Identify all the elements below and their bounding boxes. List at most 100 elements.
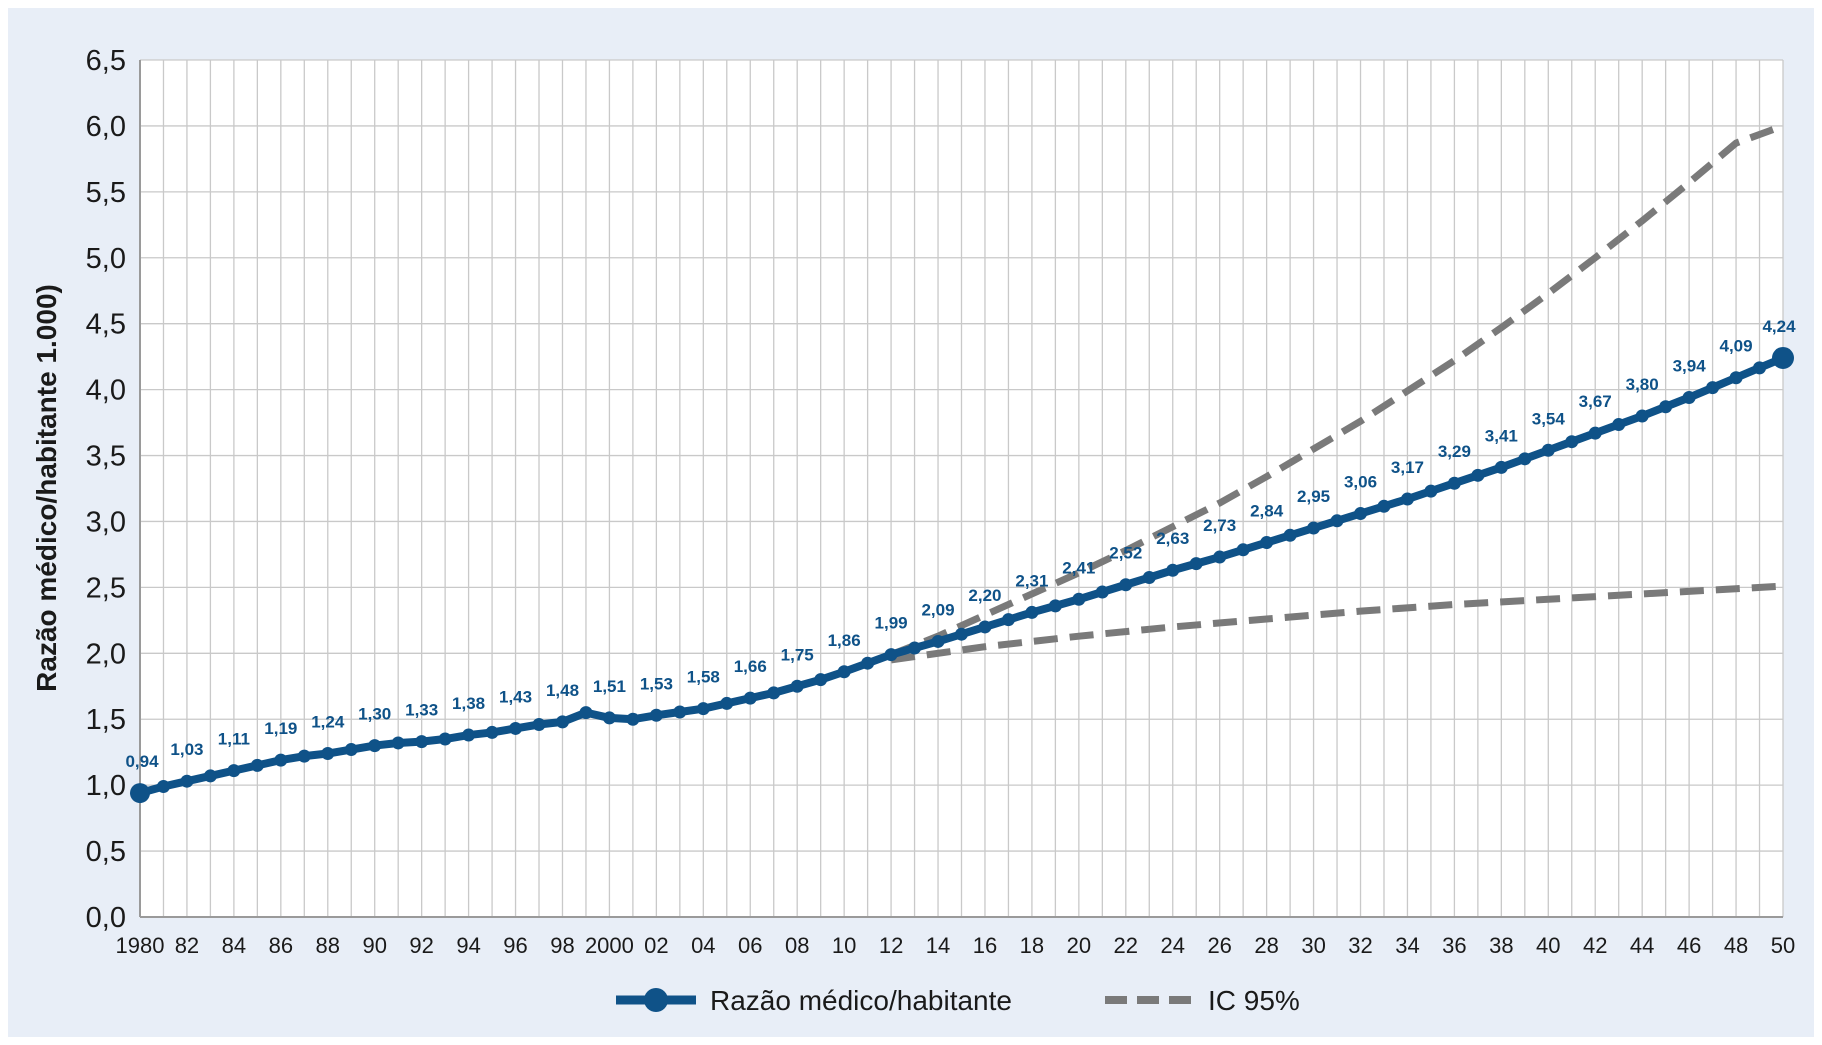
data-label: 2,52: [1109, 544, 1142, 563]
series-point: [1682, 391, 1696, 405]
x-tick-label: 26: [1207, 933, 1231, 958]
data-label: 1,11: [218, 730, 250, 749]
series-point: [180, 774, 194, 788]
series-point: [391, 736, 405, 750]
x-tick-label: 98: [550, 933, 574, 958]
series-point: [1072, 592, 1086, 606]
data-label: 2,09: [921, 600, 954, 619]
ci-lower-line: [890, 582, 1784, 664]
series-point: [1518, 452, 1532, 466]
series-point: [1471, 468, 1485, 482]
legend-series-label: Razão médico/habitante: [710, 985, 1012, 1016]
x-tick-label: 50: [1771, 933, 1795, 958]
legend-series-marker-swatch: [644, 988, 668, 1012]
series-point: [1612, 418, 1626, 432]
series-point: [649, 708, 663, 722]
series-point: [297, 749, 311, 763]
series-point: [955, 627, 968, 641]
series-point: [1189, 557, 1203, 571]
series-point: [696, 702, 710, 716]
series-point: [509, 721, 523, 735]
x-tick-label: 14: [926, 933, 950, 958]
data-labels: 0,94 1,03 1,11 1,19 1,24 1,30 1,33 1,38 1,43 1,48…: [125, 317, 1796, 771]
series-start-marker: [130, 783, 150, 804]
data-label: 3,17: [1391, 458, 1424, 477]
series-point: [1706, 381, 1720, 395]
series-point: [156, 779, 170, 793]
series-point: [555, 715, 569, 729]
data-label: 2,20: [968, 586, 1001, 605]
series-point: [908, 641, 922, 655]
main-series: [130, 346, 1794, 804]
series-point: [767, 686, 781, 700]
data-label: 1,66: [734, 657, 767, 676]
data-label: 2,31: [1015, 571, 1048, 590]
series-point: [931, 634, 945, 648]
data-label: 1,51: [593, 677, 626, 696]
x-tick-label: 42: [1583, 933, 1607, 958]
series-point: [1095, 585, 1109, 599]
series-point: [579, 706, 593, 720]
series-point: [344, 743, 358, 757]
series-point: [1565, 435, 1579, 449]
x-tick-label: 40: [1536, 933, 1560, 958]
series-point: [274, 753, 288, 767]
series-point: [462, 728, 476, 742]
y-tick-label: 2,5: [86, 572, 126, 604]
series-point: [978, 620, 992, 634]
x-tick-label: 08: [785, 933, 809, 958]
series-point: [626, 712, 640, 726]
y-tick-label: 3,5: [86, 441, 126, 473]
legend: Razão médico/habitante IC 95%: [616, 985, 1300, 1016]
data-label: 3,54: [1532, 409, 1566, 428]
series-point: [438, 732, 452, 746]
x-tick-label: 06: [738, 933, 762, 958]
x-tick-label: 02: [644, 933, 668, 958]
x-tick-label: 36: [1442, 933, 1466, 958]
x-tick-label: 2000: [585, 933, 634, 958]
y-tick-label: 1,0: [86, 770, 126, 802]
x-tick-label: 22: [1114, 933, 1138, 958]
series-point: [368, 739, 382, 753]
confidence-interval-lines: [889, 122, 1785, 664]
series-point: [1142, 570, 1156, 584]
series-point: [1400, 492, 1414, 506]
series-point: [415, 735, 429, 749]
x-tick-label: 90: [362, 933, 386, 958]
series-point: [1729, 371, 1743, 385]
x-tick-label: 94: [456, 933, 480, 958]
series-point: [1541, 443, 1555, 457]
series-point: [1377, 499, 1391, 513]
series-point: [790, 679, 804, 693]
x-tick-label: 10: [832, 933, 856, 958]
data-label: 4,24: [1762, 317, 1796, 336]
y-tick-label: 6,5: [86, 45, 126, 77]
data-label: 2,84: [1250, 502, 1284, 521]
data-label: 1,24: [311, 713, 345, 732]
series-point: [1001, 613, 1015, 627]
data-label: 1,33: [405, 701, 438, 720]
x-tick-label: 44: [1630, 933, 1654, 958]
series-end-marker: [1772, 346, 1794, 369]
x-tick-label: 88: [316, 933, 340, 958]
series-point: [1354, 507, 1368, 521]
y-tick-label: 4,5: [86, 309, 126, 341]
line-chart: 0,0 0,5 1,0 1,5 2,0 2,5 3,0 3,5 4,0 4,5 5,0 5,5 6,0 6…: [31, 45, 1796, 1016]
series-point: [1283, 528, 1297, 542]
x-tick-label: 82: [175, 933, 199, 958]
y-axis-title: Razão médico/habitante 1.000): [31, 284, 62, 692]
x-tick-label: 84: [222, 933, 246, 958]
x-tick-label: 04: [691, 933, 715, 958]
series-point: [1494, 460, 1508, 474]
series-point: [250, 758, 264, 772]
data-label: 1,75: [781, 645, 814, 664]
series-point: [203, 769, 217, 783]
data-label: 1,19: [264, 719, 297, 738]
x-tick-label: 16: [973, 933, 997, 958]
data-label: 3,29: [1438, 442, 1471, 461]
data-label: 1,53: [640, 674, 673, 693]
x-tick-label: 46: [1677, 933, 1701, 958]
data-label: 2,63: [1156, 529, 1189, 548]
series-point: [1236, 543, 1250, 557]
series-point: [673, 705, 687, 719]
